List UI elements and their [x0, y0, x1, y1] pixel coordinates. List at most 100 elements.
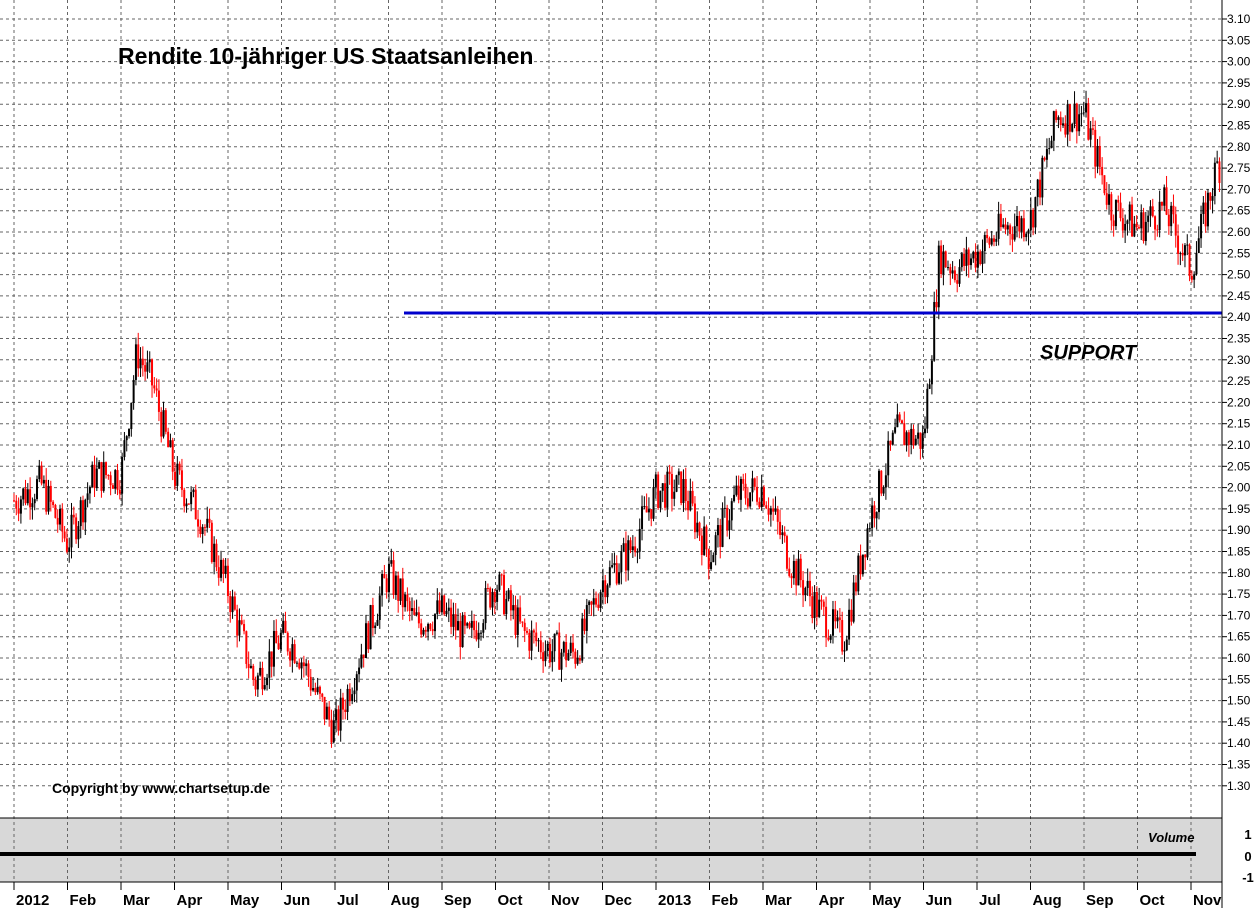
candle-up — [325, 706, 328, 720]
candle-up — [134, 344, 137, 380]
candle-down — [1204, 202, 1207, 227]
candle-down — [1032, 209, 1035, 228]
candle-down — [1117, 199, 1120, 203]
candle-down — [956, 280, 959, 284]
candle-down — [243, 624, 246, 632]
candle-up — [86, 493, 89, 500]
candle-down — [1156, 229, 1159, 231]
candle-down — [56, 517, 59, 525]
candle-up — [263, 685, 266, 690]
candle-down — [700, 535, 703, 555]
candle-up — [666, 471, 669, 508]
candle-down — [979, 251, 982, 265]
candle-down — [919, 432, 922, 449]
candle-up — [749, 492, 752, 507]
candle-up — [456, 621, 459, 631]
candle-up — [643, 506, 646, 508]
candle-down — [277, 643, 280, 650]
candle-up — [123, 440, 126, 458]
candle-up — [546, 643, 549, 651]
candle-up — [102, 462, 105, 491]
y-tick-label: 2.05 — [1227, 459, 1251, 473]
candle-down — [52, 501, 55, 506]
candle-down — [1075, 103, 1078, 132]
candle-up — [875, 512, 878, 519]
candle-up — [295, 662, 298, 664]
candle-up — [804, 587, 807, 596]
candle-up — [1140, 212, 1143, 229]
x-tick-label: 2012 — [16, 892, 49, 908]
candle-down — [229, 595, 232, 613]
candle-up — [1147, 215, 1150, 222]
candle-up — [169, 440, 172, 448]
candle-down — [178, 463, 181, 471]
candle-down — [344, 709, 347, 712]
volume-axis: 1 0 -1 — [1242, 827, 1254, 885]
candle-up — [507, 590, 510, 599]
candle-up — [958, 267, 961, 284]
candle-down — [164, 410, 167, 432]
candle-down — [574, 651, 577, 664]
candle-up — [641, 506, 644, 529]
candle-down — [1167, 214, 1170, 227]
candle-up — [910, 428, 913, 445]
candle-up — [781, 532, 784, 536]
candle-down — [753, 478, 756, 487]
candle-down — [75, 517, 78, 540]
candle-down — [1004, 224, 1007, 230]
candle-up — [627, 540, 630, 571]
candle-up — [1016, 215, 1019, 227]
candle-down — [519, 607, 522, 622]
candle-up — [176, 463, 179, 486]
candle-up — [942, 251, 945, 275]
candle-down — [549, 643, 552, 663]
candle-down — [604, 580, 607, 598]
candle-up — [769, 508, 772, 515]
candle-up — [712, 555, 715, 563]
candle-up — [661, 483, 664, 491]
candle-down — [167, 431, 170, 448]
candle-down — [420, 623, 423, 635]
candle-up — [1020, 218, 1023, 232]
candle-up — [848, 609, 851, 640]
candle-up — [647, 509, 650, 513]
candle-up — [877, 470, 880, 513]
candle-up — [339, 697, 342, 731]
candle-down — [790, 575, 793, 579]
candle-down — [367, 623, 370, 650]
candle-up — [259, 667, 262, 676]
candle-up — [1108, 194, 1111, 205]
candle-up — [466, 623, 469, 626]
candle-down — [526, 630, 529, 633]
candle-down — [1209, 192, 1212, 201]
candle-up — [26, 489, 29, 504]
candle-up — [905, 432, 908, 446]
candle-up — [891, 432, 894, 445]
candle-up — [436, 600, 439, 615]
candle-down — [949, 267, 952, 274]
candle-down — [765, 505, 768, 509]
volume-tick-label: 1 — [1244, 827, 1251, 842]
candle-down — [521, 621, 524, 623]
candle-up — [585, 605, 588, 631]
candle-down — [406, 594, 409, 602]
candle-up — [447, 607, 450, 611]
candle-up — [995, 238, 998, 242]
candle-up — [1144, 221, 1147, 241]
candle-down — [953, 270, 956, 281]
candle-down — [988, 238, 991, 245]
candle-down — [903, 423, 906, 446]
candle-up — [652, 486, 655, 519]
candle-down — [1043, 157, 1046, 160]
volume-panel-background — [0, 818, 1222, 882]
candle-down — [935, 301, 938, 308]
candle-down — [572, 642, 575, 652]
candle-up — [231, 596, 234, 613]
candle-down — [454, 614, 457, 631]
candle-down — [1068, 104, 1071, 132]
candle-up — [884, 475, 887, 488]
x-tick-label: Jul — [337, 892, 359, 908]
candle-down — [1055, 111, 1058, 120]
candle-down — [1119, 202, 1122, 219]
